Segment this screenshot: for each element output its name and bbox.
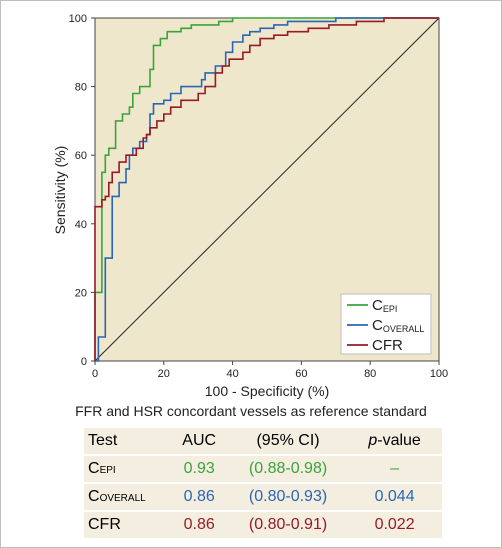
table-row: CFR 0.86 (0.80-0.91) 0.022 [84,511,442,538]
cell-ci: (0.80-0.91) [248,516,328,533]
y-axis-ticks: 0 20 40 60 80 100 [69,13,95,368]
cell-test: CEPI [84,455,170,484]
y-tick-label: 60 [75,150,87,162]
y-tick-label: 0 [81,356,87,368]
header-ci: (95% CI) [228,428,348,456]
table-row: COVERALL 0.86 (0.80-0.93) 0.044 [84,483,442,512]
header-p-rest: -value [377,432,421,449]
cell-auc: 0.93 [169,455,229,484]
legend-label: CFR [372,337,403,354]
cell-p-value: – [347,455,442,484]
y-tick-label: 80 [75,82,87,94]
series-line-cfr [94,17,439,361]
header-auc: AUC [169,428,229,456]
header-p-italic: p [368,432,378,449]
series-line-c-overall [95,17,439,362]
cell-test: COVERALL [84,483,170,512]
legend-box [340,293,432,355]
x-tick-label: 20 [158,368,170,380]
x-axis-ticks: 0 20 40 60 80 100 [92,361,448,380]
x-tick-label: 100 [430,368,448,380]
x-tick-label: 0 [92,368,98,380]
legend-label-subscript: EPI [383,304,398,314]
cell-ci: (0.88-0.98) [228,455,348,484]
series-line-c-epi [94,17,439,361]
x-tick-label: 60 [295,368,307,380]
header-test: Test [84,428,170,456]
y-axis-label: Sensitivity (%) [52,146,68,235]
x-tick-label: 40 [226,368,238,380]
cell-p-value: 0.022 [374,516,415,533]
cell-auc: 0.86 [169,483,229,512]
header-p-value: p-value [347,428,442,456]
cell-p-value: 0.044 [347,483,442,512]
table-row: CEPI 0.93 (0.88-0.98) – [84,455,442,484]
legend-label-subscript: OVERALL [383,324,425,334]
results-table: Test AUC (95% CI) p-value CEPI 0.93 (0.88-… [84,428,442,538]
cell-auc: 0.86 [183,516,215,533]
y-tick-label: 20 [75,287,87,299]
cell-test-subscript: OVERALL [99,493,146,504]
x-tick-label: 80 [364,368,376,380]
y-tick-label: 40 [75,219,87,231]
x-axis-label: 100 - Specificity (%) [205,383,329,399]
y-tick-label: 100 [69,13,87,25]
table-header-row: Test AUC (95% CI) p-value [84,428,442,456]
reference-diagonal [94,17,440,362]
roc-chart: 0 20 40 60 80 100 0 20 40 60 80 100 100 - Specific… [52,13,448,399]
cell-test-subscript: EPI [99,465,116,476]
chart-caption: FFR and HSR concordant vessels as refere… [75,403,427,419]
table-body: CEPI 0.93 (0.88-0.98) – COVERALL 0.86 (0.80-0.… [84,455,442,538]
series-layer [94,17,439,362]
cell-test: CFR [88,516,121,533]
cell-ci: (0.80-0.93) [228,483,348,512]
